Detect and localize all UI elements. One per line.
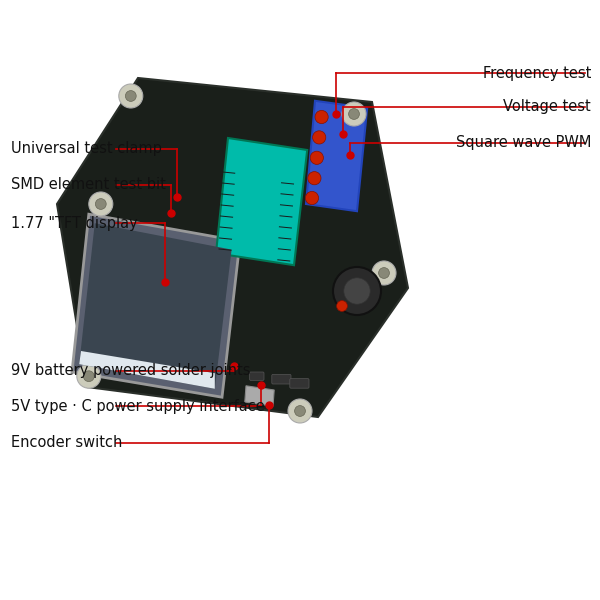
FancyBboxPatch shape bbox=[290, 379, 309, 388]
Circle shape bbox=[288, 399, 312, 423]
Circle shape bbox=[372, 261, 396, 285]
Polygon shape bbox=[57, 78, 408, 417]
Circle shape bbox=[379, 268, 389, 278]
Text: Universal test clamp: Universal test clamp bbox=[11, 141, 161, 156]
Circle shape bbox=[77, 364, 101, 388]
Polygon shape bbox=[79, 351, 215, 389]
Polygon shape bbox=[306, 101, 367, 211]
Circle shape bbox=[313, 131, 326, 144]
Text: Encoder switch: Encoder switch bbox=[11, 436, 122, 450]
Polygon shape bbox=[72, 214, 240, 397]
Polygon shape bbox=[245, 386, 274, 406]
Circle shape bbox=[349, 109, 359, 119]
Text: Square wave PWM: Square wave PWM bbox=[455, 135, 591, 150]
Circle shape bbox=[344, 278, 370, 304]
Circle shape bbox=[125, 91, 136, 101]
Circle shape bbox=[308, 172, 321, 185]
Text: 1.77 "TFT display: 1.77 "TFT display bbox=[11, 215, 137, 230]
Circle shape bbox=[83, 371, 94, 382]
Text: SMD element test bit: SMD element test bit bbox=[11, 178, 166, 192]
Circle shape bbox=[333, 267, 381, 315]
Text: 9V battery powered solder joints: 9V battery powered solder joints bbox=[11, 363, 250, 378]
Text: 5V type · C power supply interface: 5V type · C power supply interface bbox=[11, 398, 265, 414]
Polygon shape bbox=[79, 223, 232, 389]
FancyBboxPatch shape bbox=[250, 372, 264, 380]
FancyBboxPatch shape bbox=[272, 374, 291, 384]
Circle shape bbox=[305, 191, 319, 205]
Circle shape bbox=[95, 199, 106, 209]
Circle shape bbox=[295, 406, 305, 416]
Polygon shape bbox=[216, 138, 307, 265]
Circle shape bbox=[119, 84, 143, 108]
Text: Voltage test: Voltage test bbox=[503, 99, 591, 114]
Circle shape bbox=[310, 151, 323, 164]
Circle shape bbox=[315, 110, 328, 124]
Circle shape bbox=[342, 102, 366, 126]
Text: Frequency test: Frequency test bbox=[482, 66, 591, 81]
Circle shape bbox=[337, 301, 347, 311]
Circle shape bbox=[89, 192, 113, 216]
